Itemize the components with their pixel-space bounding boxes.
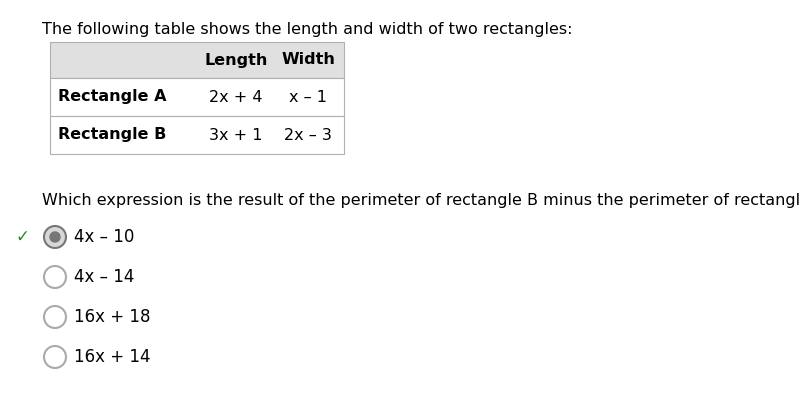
Text: 16x + 18: 16x + 18 bbox=[74, 308, 150, 326]
Text: Rectangle B: Rectangle B bbox=[58, 127, 166, 143]
Text: 2x – 3: 2x – 3 bbox=[284, 127, 332, 143]
Text: Which expression is the result of the perimeter of rectangle B minus the perimet: Which expression is the result of the pe… bbox=[42, 193, 800, 208]
Text: 2x + 4: 2x + 4 bbox=[210, 90, 262, 105]
Text: Width: Width bbox=[281, 53, 335, 68]
Text: 4x – 14: 4x – 14 bbox=[74, 268, 134, 286]
Text: Length: Length bbox=[204, 53, 268, 68]
Text: 4x – 10: 4x – 10 bbox=[74, 228, 134, 246]
Text: x – 1: x – 1 bbox=[289, 90, 327, 105]
Text: Rectangle A: Rectangle A bbox=[58, 90, 166, 105]
Text: 3x + 1: 3x + 1 bbox=[210, 127, 262, 143]
Text: ✓: ✓ bbox=[15, 228, 29, 246]
Text: 16x + 14: 16x + 14 bbox=[74, 348, 150, 366]
Text: The following table shows the length and width of two rectangles:: The following table shows the length and… bbox=[42, 22, 573, 37]
